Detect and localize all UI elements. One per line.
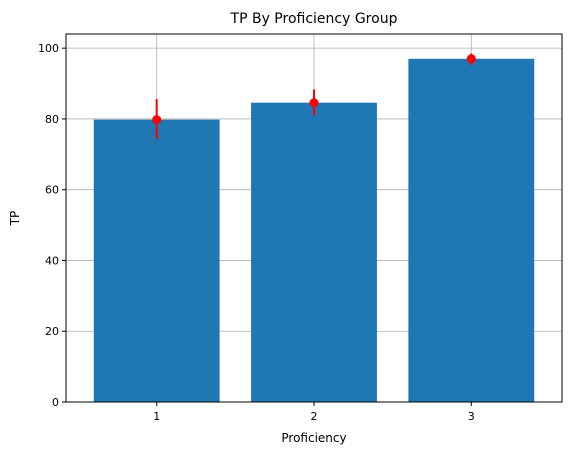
x-tick-label: 2 [311,410,318,423]
mean-point [152,115,162,125]
bar [93,119,220,402]
y-tick-label: 20 [45,325,59,338]
y-tick-label: 100 [38,42,59,55]
mean-point [309,98,319,108]
y-axis-label: TP [8,211,22,227]
mean-point [466,54,476,64]
bar [251,102,377,403]
x-axis-label: Proficiency [281,431,346,445]
y-tick-label: 0 [52,396,59,409]
bar [408,58,535,403]
y-tick-label: 40 [45,254,59,267]
x-tick-label: 3 [468,410,475,423]
y-tick-label: 80 [45,113,59,126]
error-bars [152,53,476,140]
x-tick-label: 1 [153,410,160,423]
y-tick-label: 60 [45,184,59,197]
ticks: 0 20 40 60 80 100 1 2 3 [38,42,475,423]
bars [93,58,535,403]
chart-title: TP By Proficiency Group [230,11,398,27]
